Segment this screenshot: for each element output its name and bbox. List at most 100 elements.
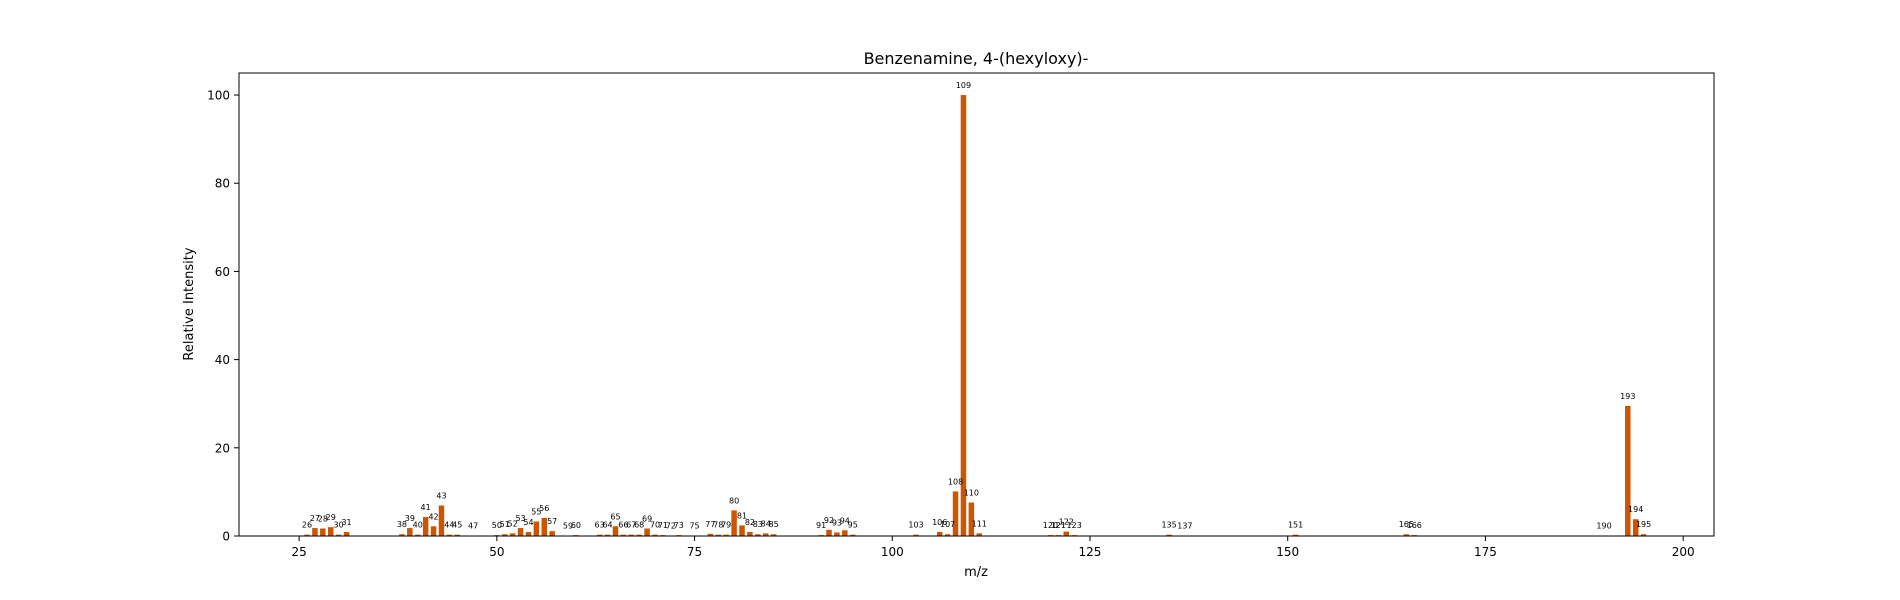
x-axis: 25 50 75 100 125 150 175 200 <box>291 536 1695 559</box>
peak-label: 43 <box>436 492 446 501</box>
peak-bar <box>1632 519 1639 536</box>
peak-bar <box>952 491 959 536</box>
peak-bar <box>747 532 753 536</box>
x-tick-label: 100 <box>881 545 904 559</box>
peak-bar <box>1625 405 1631 536</box>
peak-bar <box>770 534 777 536</box>
peak-label: 79 <box>721 521 731 530</box>
y-tick-label: 40 <box>215 353 230 367</box>
peak-label: 122 <box>1059 518 1074 527</box>
peak-label: 165 <box>1399 520 1414 529</box>
peak-label: 57 <box>547 517 557 526</box>
peak-label: 82 <box>745 518 755 527</box>
peak-label: 92 <box>824 516 834 525</box>
peak-label: 85 <box>769 520 779 529</box>
peak-label: 73 <box>674 521 684 530</box>
peak-label: 77 <box>705 520 715 529</box>
peak-label: 166 <box>1407 521 1422 530</box>
peak-bar <box>422 517 429 536</box>
peak-label: 91 <box>816 521 826 530</box>
peak-label: 123 <box>1067 521 1082 530</box>
chart-title: Benzenamine, 4-(hexyloxy)- <box>864 49 1089 68</box>
peak-label: 31 <box>341 518 351 527</box>
y-axis: 0 20 40 60 80 100 <box>207 89 239 544</box>
x-tick-label: 75 <box>687 545 702 559</box>
x-tick-label: 50 <box>489 545 504 559</box>
peak-bar <box>399 534 405 536</box>
peak-bar <box>723 534 729 536</box>
peak-label: 27 <box>310 514 320 523</box>
peak-bar <box>739 525 745 536</box>
peak-label: 84 <box>761 519 771 528</box>
peak-label: 66 <box>618 521 628 530</box>
peak-label: 54 <box>523 518 533 527</box>
peak-label: 95 <box>848 521 858 530</box>
peak-bar <box>549 531 555 536</box>
peak-bar <box>533 521 540 536</box>
peak-bar <box>849 534 856 536</box>
peak-label: 110 <box>964 488 979 497</box>
peak-label: 121 <box>1051 521 1066 530</box>
peak-label: 109 <box>956 81 971 90</box>
peak-label: 52 <box>508 519 518 528</box>
peak-bar <box>755 534 761 536</box>
peak-label: 151 <box>1288 521 1303 530</box>
peak-label: 135 <box>1161 521 1176 530</box>
peak-label: 59 <box>563 522 573 531</box>
peak-bar <box>438 505 445 536</box>
peak-label: 28 <box>318 515 328 524</box>
peak-bar <box>644 528 650 536</box>
peak-label: 60 <box>571 521 581 530</box>
peak-bar <box>1403 534 1410 536</box>
peak-bar <box>501 534 508 536</box>
peak-bar <box>842 530 848 536</box>
peak-label: 193 <box>1620 392 1635 401</box>
peak-bar <box>731 510 737 536</box>
peak-label: 78 <box>713 521 723 530</box>
peak-bar <box>628 534 635 536</box>
peak-bar <box>968 502 975 536</box>
peak-label: 38 <box>397 520 407 529</box>
peak-bar <box>707 533 714 536</box>
peak-label: 29 <box>326 513 336 522</box>
y-tick-label: 60 <box>215 265 230 279</box>
peak-label: 70 <box>650 521 660 530</box>
peak-label: 64 <box>602 521 612 530</box>
peak-label: 80 <box>729 496 739 505</box>
peak-label: 103 <box>908 521 923 530</box>
peak-bar <box>541 517 548 536</box>
peak-label: 190 <box>1596 522 1611 531</box>
x-tick-label: 125 <box>1079 545 1102 559</box>
x-tick-label: 25 <box>291 545 306 559</box>
y-tick-label: 100 <box>207 89 230 103</box>
peak-bar <box>320 528 326 536</box>
peak-label: 50 <box>492 521 502 530</box>
peak-bar <box>517 528 524 536</box>
peak-label: 65 <box>610 512 620 521</box>
peak-bar <box>1640 534 1647 536</box>
peak-bar <box>343 532 350 536</box>
y-axis-label: Relative Intensity <box>182 247 197 360</box>
peak-bar <box>454 534 461 536</box>
x-axis-label: m/z <box>964 565 988 580</box>
peak-bar <box>414 534 421 536</box>
peak-label: 45 <box>452 521 462 530</box>
peak-label: 39 <box>405 514 415 523</box>
peak-bar <box>407 528 413 536</box>
peak-label: 26 <box>302 521 312 530</box>
peak-bar <box>430 526 437 536</box>
peak-label: 107 <box>940 520 955 529</box>
peak-label: 137 <box>1177 522 1192 531</box>
peak-bar <box>762 533 769 536</box>
peak-label: 30 <box>334 521 344 530</box>
peak-bar <box>1063 531 1070 536</box>
peak-label: 41 <box>421 503 431 512</box>
peak-bar <box>446 534 453 536</box>
peak-bar <box>327 527 334 536</box>
peak-label: 106 <box>932 518 947 527</box>
peak-label: 94 <box>840 516 850 525</box>
peak-bar <box>612 526 619 536</box>
peak-label: 68 <box>634 521 644 530</box>
